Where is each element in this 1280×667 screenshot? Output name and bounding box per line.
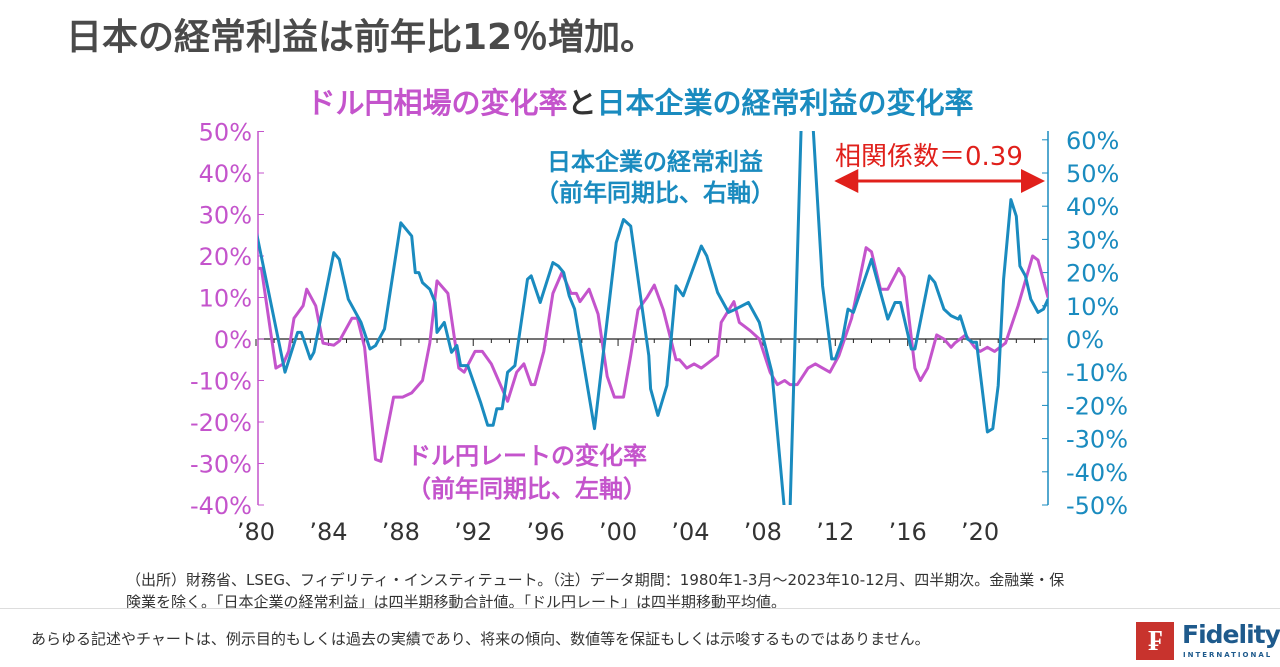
left-y-tick-label: -30% — [190, 451, 252, 479]
x-tick-label: ’08 — [744, 518, 782, 546]
footer-divider — [0, 608, 1280, 609]
profit-line — [258, 131, 1048, 505]
x-tick-label: ’84 — [309, 518, 347, 546]
page-title: 日本の経常利益は前年比12％増加。 — [66, 17, 657, 58]
left-y-tick-label: 40% — [199, 160, 252, 188]
x-tick-label: ’20 — [961, 518, 999, 546]
left-y-tick-label: 10% — [199, 285, 252, 313]
fx-series-sublabel: （前年同期比、左軸） — [407, 475, 647, 503]
chart-title-profit: 日本企業の経常利益の変化率 — [596, 86, 974, 120]
fidelity-logo: ₣ Fidelity INTERNATIONAL — [1136, 620, 1280, 662]
x-tick-label: ’04 — [671, 518, 709, 546]
right-y-tick-label: 60% — [1066, 127, 1119, 155]
x-tick-label: ’80 — [237, 518, 275, 546]
disclaimer: あらゆる記述やチャートは、例示目的もしくは過去の実績であり、将来の傾向、数値等を… — [31, 630, 930, 648]
chart-title-conj: と — [567, 86, 597, 120]
left-y-tick-label: 0% — [214, 326, 252, 354]
right-y-tick-label: 40% — [1066, 193, 1119, 221]
right-y-tick-label: -30% — [1066, 426, 1128, 454]
left-y-tick-label: 20% — [199, 243, 252, 271]
right-y-tick-label: -50% — [1066, 492, 1128, 520]
x-tick-label: ’96 — [527, 518, 565, 546]
right-y-tick-label: -10% — [1066, 359, 1128, 387]
chart-title-fx: ドル円相場の変化率 — [306, 86, 568, 120]
fidelity-logo-sub: INTERNATIONAL — [1183, 651, 1273, 659]
source-note-line-1: （出所）財務省、LSEG、フィデリティ・インスティテュート。（注）データ期間：1… — [126, 571, 1065, 589]
left-y-tick-label: -40% — [190, 492, 252, 520]
fx-rate-line — [258, 246, 1048, 463]
dual-axis-line-chart: 50% 40% 30% 20% 10% 0% -10% -20% -30% -40% 60% 50% 4… — [190, 119, 1128, 547]
x-tick-label: ’92 — [454, 518, 492, 546]
x-tick-label: ’88 — [382, 518, 420, 546]
right-y-tick-label: 50% — [1066, 160, 1119, 188]
fidelity-logo-name: Fidelity — [1182, 620, 1280, 649]
profit-series-sublabel: （前年同期比、右軸） — [535, 179, 775, 207]
fx-series-label: ドル円レートの変化率 — [407, 442, 647, 470]
correlation-label: 相関係数＝0.39 — [835, 142, 1023, 172]
right-y-tick-label: 0% — [1066, 326, 1104, 354]
x-tick-label: ’16 — [889, 518, 927, 546]
right-y-tick-label: 30% — [1066, 226, 1119, 254]
right-y-tick-label: -40% — [1066, 459, 1128, 487]
source-note-line-2: 険業を除く。「日本企業の経常利益」は四半期移動合計値。「ドル円レート」は四半期移… — [126, 593, 787, 611]
x-tick-label: ’00 — [599, 518, 637, 546]
right-y-tick-label: 20% — [1066, 260, 1119, 288]
chart-title: ドル円相場の変化率と日本企業の経常利益の変化率 — [0, 80, 1280, 122]
profit-series-label: 日本企業の経常利益 — [547, 148, 763, 176]
right-y-tick-label: -20% — [1066, 392, 1128, 420]
left-y-tick-label: -20% — [190, 409, 252, 437]
left-y-tick-label: 50% — [199, 119, 252, 147]
fidelity-logo-mark: ₣ — [1136, 622, 1174, 660]
left-y-tick-label: 30% — [199, 202, 252, 230]
left-y-tick-label: -10% — [190, 368, 252, 396]
x-tick-label: ’12 — [816, 518, 854, 546]
right-y-tick-label: 10% — [1066, 293, 1119, 321]
